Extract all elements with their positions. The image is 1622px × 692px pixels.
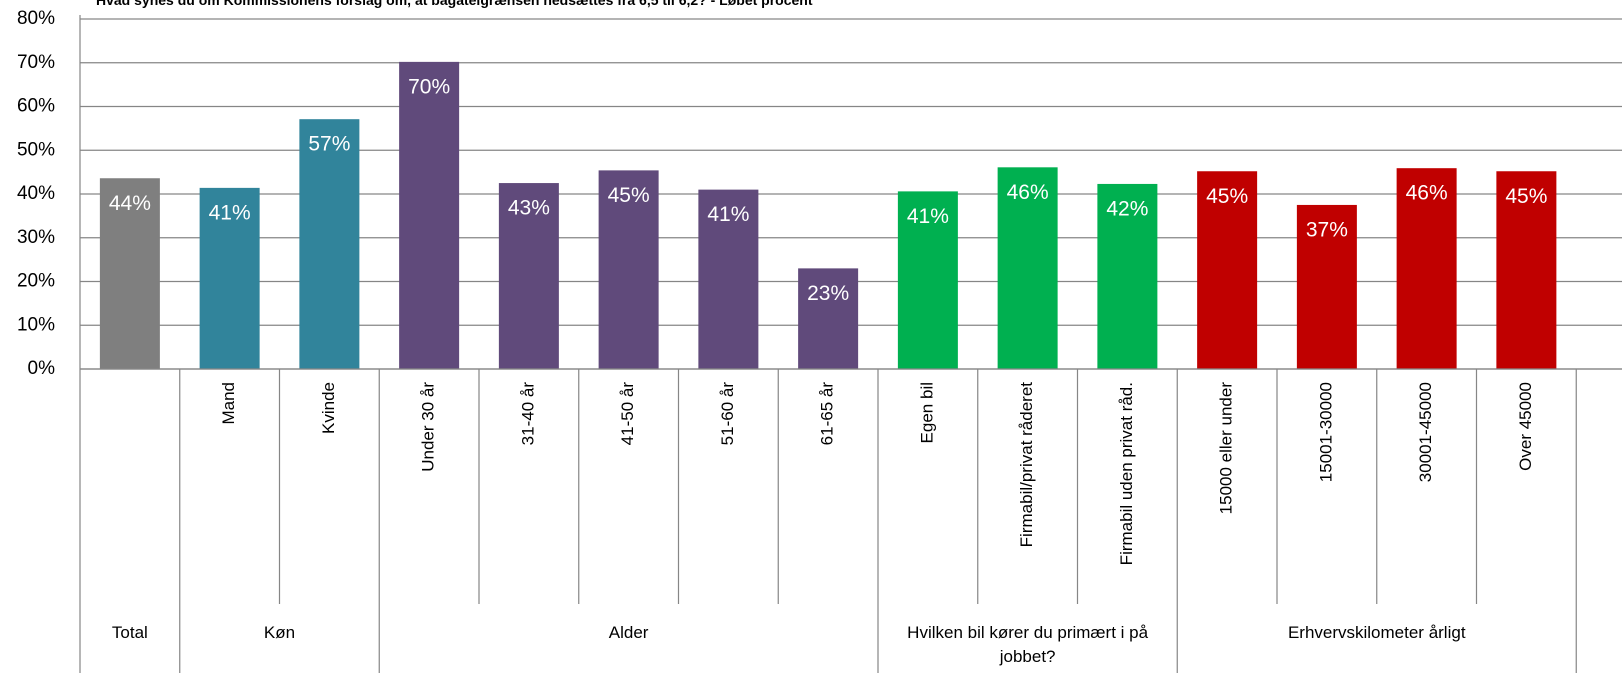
bar — [1296, 204, 1357, 369]
bar — [598, 170, 659, 369]
y-tick-label: 30% — [17, 227, 55, 248]
data-label: 57% — [308, 133, 350, 156]
data-label: 41% — [707, 203, 749, 226]
data-label: 43% — [508, 197, 550, 220]
data-label: 45% — [1505, 185, 1547, 208]
y-tick-label: 70% — [17, 52, 55, 73]
category-label: 30001-45000 — [1416, 382, 1435, 482]
group-label: Alder — [609, 623, 649, 642]
data-label: 46% — [1406, 182, 1448, 205]
data-label: 41% — [907, 205, 949, 228]
bar — [1496, 171, 1557, 369]
category-label: 61-65 år — [818, 382, 837, 446]
data-label: 37% — [1306, 218, 1348, 241]
category-label: Mand — [219, 382, 238, 425]
group-label: Køn — [264, 623, 295, 642]
category-label: 31-40 år — [518, 382, 537, 446]
bar — [99, 178, 160, 369]
y-tick-label: 80% — [17, 8, 55, 29]
data-label: 23% — [807, 282, 849, 305]
y-tick-label: 0% — [28, 358, 56, 379]
y-tick-label: 10% — [17, 314, 55, 335]
bar — [199, 187, 260, 369]
group-label: Total — [112, 623, 148, 642]
category-label: Firmabil/privat råderet — [1017, 382, 1036, 548]
y-tick-label: 50% — [17, 139, 55, 160]
y-tick-label: 40% — [17, 183, 55, 204]
category-label: Egen bil — [917, 382, 936, 443]
category-label: Kvinde — [319, 382, 338, 434]
bar — [897, 191, 958, 369]
bar — [498, 183, 559, 369]
bar — [1396, 168, 1457, 369]
bars: 44% 41% 57% 70% 43% 45% 41% 23% 41% 46% 42% 45% 37% 4… — [99, 61, 1557, 369]
category-label: 15001-30000 — [1316, 382, 1335, 482]
data-label: 42% — [1106, 197, 1148, 220]
category-label: 15000 eller under — [1217, 382, 1236, 515]
group-label: Hvilken bil kører du primært i på jobbet? — [907, 623, 1148, 666]
bar — [399, 61, 460, 369]
category-label: 51-60 år — [718, 382, 737, 446]
x-axis: Mand Kvinde Under 30 år 31-40 år 41-50 år 51-… — [80, 368, 1622, 673]
data-label: 45% — [608, 184, 650, 207]
data-label: 70% — [408, 75, 450, 98]
data-label: 41% — [209, 201, 251, 224]
data-label: 45% — [1206, 185, 1248, 208]
bar — [997, 167, 1058, 369]
bar — [798, 268, 859, 369]
category-label: Firmabil uden privat råd. — [1117, 382, 1136, 565]
group-label: Erhvervskilometer årligt — [1288, 623, 1466, 642]
bar — [698, 189, 759, 369]
y-axis: 0% 10% 20% 30% 40% 50% 60% 70% 80% — [17, 8, 81, 673]
category-label: 41-50 år — [618, 382, 637, 446]
bar — [299, 119, 360, 369]
category-label: Under 30 år — [419, 382, 438, 472]
data-label: 44% — [109, 192, 151, 215]
category-label: Over 45000 — [1516, 382, 1535, 471]
y-tick-label: 20% — [17, 271, 55, 292]
data-label: 46% — [1007, 181, 1049, 204]
chart-title: Hvad synes du om Kommissionens forslag o… — [96, 0, 813, 8]
bar — [1197, 171, 1258, 369]
y-tick-label: 60% — [17, 96, 55, 117]
bar — [1097, 183, 1158, 369]
